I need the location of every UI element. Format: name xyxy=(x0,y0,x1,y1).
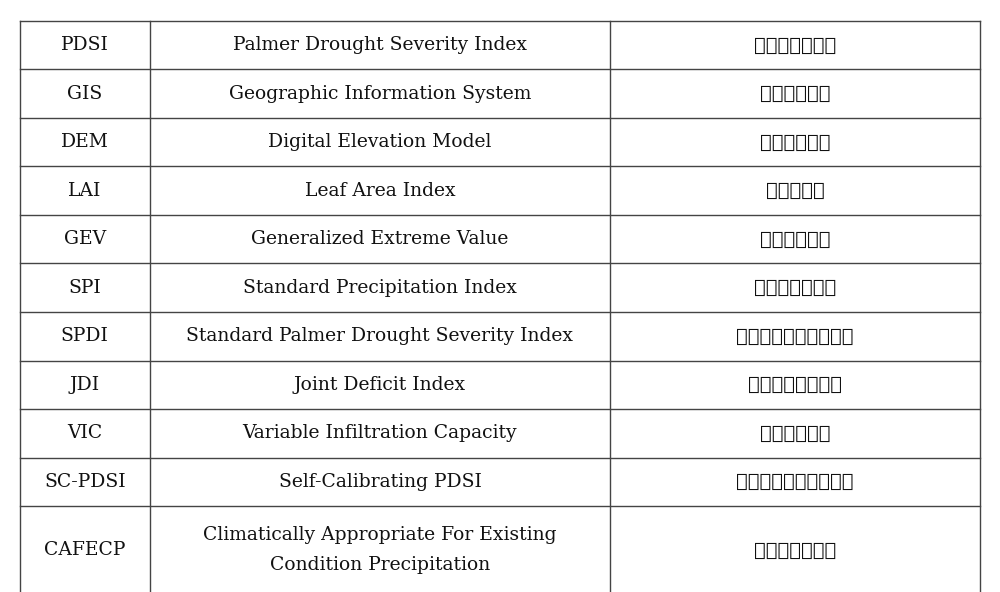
Text: SPDI: SPDI xyxy=(61,327,109,345)
Text: Geographic Information System: Geographic Information System xyxy=(229,85,531,102)
Text: Climatically Appropriate For Existing
Condition Precipitation: Climatically Appropriate For Existing Co… xyxy=(203,526,557,574)
Text: 标准化降水指数: 标准化降水指数 xyxy=(754,278,836,297)
Text: Joint Deficit Index: Joint Deficit Index xyxy=(294,376,466,394)
Text: PDSI: PDSI xyxy=(61,36,109,54)
Text: 叶面积指数: 叶面积指数 xyxy=(766,181,825,200)
Text: Standard Precipitation Index: Standard Precipitation Index xyxy=(243,279,517,297)
Text: DEM: DEM xyxy=(61,133,109,151)
Text: Digital Elevation Model: Digital Elevation Model xyxy=(268,133,492,151)
Text: GIS: GIS xyxy=(67,85,102,102)
Text: SC-PDSI: SC-PDSI xyxy=(44,473,126,491)
Text: 联合水分亡缺指数: 联合水分亡缺指数 xyxy=(748,375,842,394)
Text: JDI: JDI xyxy=(70,376,100,394)
Text: 自率定帕尔默干旱指数: 自率定帕尔默干旱指数 xyxy=(736,472,854,491)
Text: 标准化帕尔默干旱指数: 标准化帕尔默干旱指数 xyxy=(736,327,854,346)
Text: SPI: SPI xyxy=(68,279,101,297)
Text: 帕尔默干旱指数: 帕尔默干旱指数 xyxy=(754,36,836,54)
Text: Standard Palmer Drought Severity Index: Standard Palmer Drought Severity Index xyxy=(186,327,574,345)
Text: 气候适宜降水量: 气候适宜降水量 xyxy=(754,540,836,559)
Text: GEV: GEV xyxy=(64,230,106,248)
Text: Self-Calibrating PDSI: Self-Calibrating PDSI xyxy=(279,473,481,491)
Text: LAI: LAI xyxy=(68,182,101,200)
Text: Leaf Area Index: Leaf Area Index xyxy=(305,182,455,200)
Text: 地理信息系统: 地理信息系统 xyxy=(760,84,830,103)
Text: 可变下渗能力: 可变下渗能力 xyxy=(760,424,830,443)
Text: Variable Infiltration Capacity: Variable Infiltration Capacity xyxy=(243,424,517,442)
Text: CAFECP: CAFECP xyxy=(44,541,125,559)
Text: Generalized Extreme Value: Generalized Extreme Value xyxy=(251,230,509,248)
Text: Palmer Drought Severity Index: Palmer Drought Severity Index xyxy=(233,36,527,54)
Text: 数字高程模型: 数字高程模型 xyxy=(760,133,830,152)
Text: 广义极値分布: 广义极値分布 xyxy=(760,230,830,249)
Text: VIC: VIC xyxy=(67,424,102,442)
